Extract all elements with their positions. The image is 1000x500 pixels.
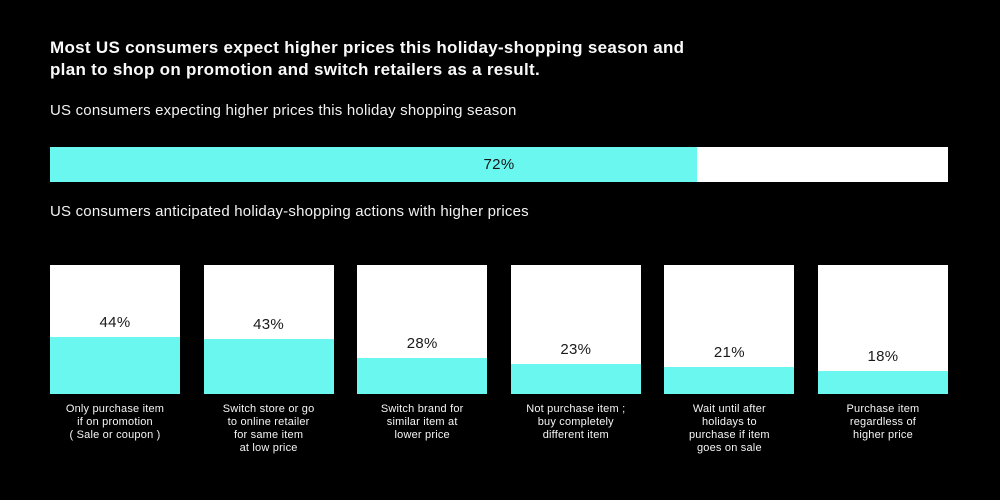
mini-bar-caption-line: to online retailer xyxy=(227,416,310,428)
horizontal-bar-value-label: 72% xyxy=(483,156,515,173)
mini-bar-caption-line: at low price xyxy=(239,442,298,454)
mini-bar-track: 23% xyxy=(510,265,641,394)
mini-bar-caption-line: ( Sale or coupon ) xyxy=(69,429,161,441)
mini-bar-caption-line: Purchase item xyxy=(846,403,920,415)
mini-bar-value-label: 23% xyxy=(560,341,592,359)
mini-bar-chart: 43% Switch store or go to online retailer… xyxy=(203,265,334,455)
mini-bar-value-label: 28% xyxy=(406,334,438,352)
mini-bar-value-label: 21% xyxy=(713,343,745,361)
mini-bar-track: 21% xyxy=(664,265,795,394)
mini-bar-caption: Not purchase item ; buy completely differe… xyxy=(511,403,641,442)
mini-bar-caption-line: buy completely xyxy=(537,416,614,428)
mini-bar-caption-line: for same item xyxy=(233,429,304,441)
mini-bar-caption: Wait until after holidays to purchase if i… xyxy=(664,403,794,455)
mini-bar-caption-line: purchase if item xyxy=(688,429,770,441)
mini-bar-caption-line: lower price xyxy=(394,429,450,441)
bottom-chart-subtitle: US consumers anticipated holiday-shoppin… xyxy=(50,203,529,220)
mini-bar-caption-line: different item xyxy=(542,429,609,441)
mini-bar-value-label: 44% xyxy=(99,314,131,332)
mini-bar-chart: 28% Switch brand for similar item at lower… xyxy=(357,265,488,455)
mini-bar-fill xyxy=(817,370,948,394)
mini-bar-fill xyxy=(510,364,641,394)
mini-bar-track: 18% xyxy=(817,265,948,394)
mini-bar-chart: 21% Wait until after holidays to purchase … xyxy=(664,265,795,455)
top-chart-subtitle: US consumers expecting higher prices thi… xyxy=(50,102,517,119)
mini-bar-chart: 18% Purchase item regardless of higher pri… xyxy=(817,265,948,455)
mini-bar-caption-line: goes on sale xyxy=(696,442,762,454)
horizontal-bar-fill xyxy=(50,147,697,182)
mini-bar-caption-line: if on promotion xyxy=(77,416,153,428)
mini-bar-track: 43% xyxy=(203,265,334,394)
mini-bar-track: 28% xyxy=(357,265,488,394)
mini-bar-caption-line: holidays to xyxy=(701,416,757,428)
mini-bar-fill xyxy=(664,366,795,394)
mini-bar-chart: 44% Only purchase item if on promotion( S… xyxy=(50,265,180,455)
mini-bar-caption: Switch brand for similar item at lower pri… xyxy=(357,403,487,442)
mini-bar-caption: Switch store or go to online retailer for … xyxy=(204,403,334,455)
chart-title-line-2: plan to shop on promotion and switch ret… xyxy=(50,60,540,79)
mini-bar-caption-line: similar item at xyxy=(386,416,458,428)
horizontal-bar-chart: 72% xyxy=(50,147,948,182)
mini-bar-value-label: 43% xyxy=(253,315,285,333)
mini-bar-chart-row: 44% Only purchase item if on promotion( S… xyxy=(50,265,948,455)
mini-bar-track: 44% xyxy=(50,265,180,394)
mini-bar-caption-line: regardless of xyxy=(849,416,917,428)
mini-bar-value-label: 18% xyxy=(867,347,899,365)
content-area: Most US consumers expect higher prices t… xyxy=(50,0,948,455)
mini-bar-caption: Only purchase item if on promotion( Sale … xyxy=(50,403,180,442)
mini-bar-caption: Purchase item regardless of higher price xyxy=(818,403,948,442)
chart-title: Most US consumers expect higher prices t… xyxy=(50,37,948,81)
mini-bar-caption-line: Wait until after xyxy=(692,403,766,415)
mini-bar-chart: 23% Not purchase item ; buy completely dif… xyxy=(510,265,641,455)
mini-bar-fill xyxy=(357,357,488,394)
mini-bar-fill xyxy=(203,338,334,394)
mini-bar-caption-line: higher price xyxy=(853,429,913,441)
mini-bar-fill xyxy=(50,337,180,394)
mini-bar-caption-line: Switch brand for xyxy=(380,403,464,415)
mini-bar-caption-line: Not purchase item ; xyxy=(526,403,626,415)
chart-title-line-1: Most US consumers expect higher prices t… xyxy=(50,38,685,57)
mini-bar-caption-line: Switch store or go xyxy=(222,403,315,415)
mini-bar-caption-line: Only purchase item xyxy=(65,403,165,415)
